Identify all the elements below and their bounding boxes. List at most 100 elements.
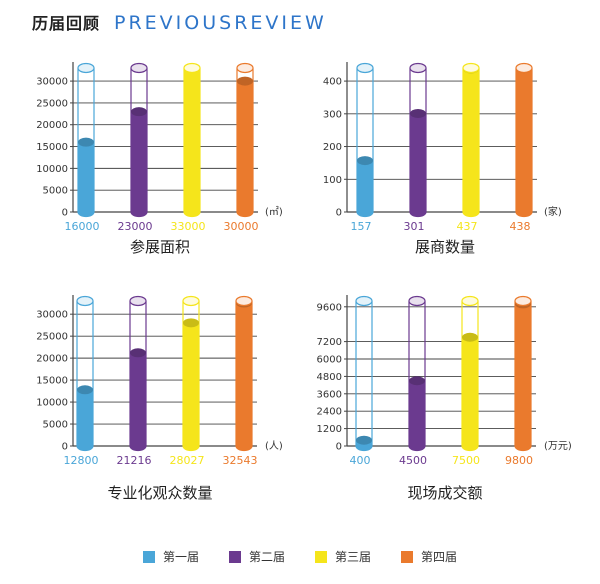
chart-3-ytick-label: 15000 [36, 376, 68, 387]
chart-4-bar-3 [462, 337, 478, 451]
chart-4-ytick-label: 0 [336, 442, 342, 453]
chart-4-ytick-label: 1200 [317, 424, 342, 435]
chart-3-ytick-label: 5000 [43, 420, 68, 431]
chart-2-tube-rim-3 [462, 62, 480, 74]
chart-2-ytick-label: 100 [323, 175, 342, 186]
legend-item-1: 第一届 [142, 548, 199, 565]
legend-label-2: 第二届 [248, 550, 285, 564]
chart-3-tube-rim-1 [76, 295, 94, 307]
chart-4-ytick-label: 6000 [317, 355, 342, 366]
chart-1-tube-rim-1 [77, 62, 95, 74]
chart-4-ytick-label: 2400 [317, 407, 342, 418]
legend-item-4: 第四届 [401, 548, 457, 565]
chart-1-value-label-1: 16000 [65, 220, 100, 233]
chart-3-ytick-label: 0 [62, 442, 68, 453]
chart-2-bar-cap-1 [357, 156, 373, 166]
chart-3-unit: (人) [265, 440, 283, 452]
chart-4-tube-rim-2 [408, 295, 426, 307]
chart-3-bar-3 [183, 322, 199, 451]
chart-2-title: 展商数量 [415, 238, 475, 256]
chart-4-tube-rim-1 [355, 295, 373, 307]
chart-3-ytick-label: 30000 [36, 310, 68, 321]
chart-2-value-label-2: 301 [404, 220, 425, 233]
chart-2-ytick-label: 200 [323, 142, 342, 153]
chart-2-bar-3 [463, 68, 479, 217]
chart-4-title: 现场成交额 [407, 484, 482, 502]
legend-label-4: 第四届 [421, 550, 458, 564]
page-header: 历届回顾 PREVIOUSREVIEW [32, 10, 327, 40]
chart-3-value-label-2: 21216 [117, 454, 152, 467]
chart-1-tube-rim-2 [130, 62, 148, 74]
chart-2-bar-2 [410, 113, 426, 217]
chart-1-tube-rim-4 [236, 62, 254, 74]
chart-3-ytick-label: 10000 [36, 398, 68, 409]
chart-4-bar-cap-3 [462, 332, 478, 342]
chart-2-value-label-3: 437 [457, 220, 478, 233]
chart-1-ytick-label: 10000 [36, 164, 68, 175]
chart-4-tube-rim-3 [461, 295, 479, 307]
chart-1-ytick-label: 25000 [36, 98, 68, 109]
chart-1-tube-rim-3 [183, 62, 201, 74]
chart-4-ytick-label: 3600 [317, 389, 342, 400]
chart-4-value-label-1: 400 [350, 454, 371, 467]
chart-1-bar-cap-4 [237, 76, 253, 86]
chart-4-value-label-2: 4500 [399, 454, 427, 467]
chart-4-bar-cap-1 [356, 435, 372, 445]
chart-4-ytick-label: 7200 [317, 337, 342, 348]
legend-item-3: 第三届 [315, 548, 371, 565]
chart-4-unit: (万元) [544, 441, 572, 452]
chart-2-ytick-label: 400 [323, 77, 342, 88]
chart-1-value-label-4: 30000 [224, 220, 259, 233]
chart-3-value-label-3: 28027 [170, 454, 205, 467]
chart-1-unit: (㎡) [265, 206, 283, 218]
chart-1-ytick-label: 15000 [36, 142, 68, 153]
chart-4-bar-cap-2 [409, 376, 425, 386]
chart-1-bar-2 [131, 111, 147, 217]
chart-3-bar-cap-3 [183, 318, 199, 328]
chart-2-value-label-1: 157 [351, 220, 372, 233]
chart-3: 0 5000 10000 15000 20000 25000 30000 12800 21216… [36, 295, 283, 502]
chart-2-tube-rim-2 [409, 62, 427, 74]
chart-2-bar-cap-2 [410, 108, 426, 118]
chart-3-bar-2 [130, 352, 146, 451]
chart-4-value-label-3: 7500 [452, 454, 480, 467]
chart-4: 0 1200 2400 3600 4800 6000 7200 9600 400 4500 7500… [317, 295, 572, 502]
legend-swatch-4 [401, 550, 414, 563]
chart-1-value-label-2: 23000 [118, 220, 153, 233]
chart-1-value-label-3: 33000 [171, 220, 206, 233]
legend-swatch-2 [228, 550, 241, 563]
chart-4-bar-4 [515, 303, 531, 451]
chart-2-value-label-4: 438 [510, 220, 531, 233]
legend-label-3: 第三届 [335, 550, 372, 564]
chart-3-tube-rim-2 [129, 295, 147, 307]
chart-2-tube-rim-4 [515, 62, 533, 74]
chart-3-ytick-label: 25000 [36, 332, 68, 343]
chart-4-tube-1 [355, 301, 373, 452]
chart-1-ytick-label: 0 [62, 208, 68, 219]
chart-1-ytick-label: 20000 [36, 120, 68, 131]
chart-2-tube-rim-1 [356, 62, 374, 74]
chart-3-ytick-label: 20000 [36, 354, 68, 365]
chart-1-bar-1 [78, 142, 94, 217]
chart-3-tube-rim-4 [235, 295, 253, 307]
chart-1: 0 5000 10000 15000 20000 25000 30000 16000 23000… [36, 62, 283, 256]
legend-item-2: 第二届 [228, 548, 285, 565]
chart-3-title: 专业化观众数量 [107, 484, 212, 502]
chart-4-ytick-label: 9600 [317, 302, 342, 313]
chart-4-value-label-4: 9800 [505, 454, 533, 467]
page-title-en: PREVIOUSREVIEW [114, 12, 327, 34]
legend-swatch-1 [142, 550, 155, 563]
chart-2-bar-4 [516, 68, 532, 217]
chart-2-bar-1 [357, 160, 373, 217]
legend-swatch-3 [315, 550, 327, 563]
chart-3-bar-4 [236, 303, 252, 451]
chart-3-bar-cap-1 [77, 385, 93, 395]
chart-1-title: 参展面积 [130, 238, 190, 256]
chart-1-ytick-label: 30000 [36, 77, 68, 88]
chart-1-bar-3 [184, 68, 200, 217]
legend-label-1: 第一届 [162, 550, 199, 564]
chart-2: 0 100 200 300 400 157 301 437 438 (家) 展商数量 [323, 62, 562, 256]
chart-4-tube-rim-4 [514, 295, 532, 307]
chart-2-unit: (家) [544, 205, 562, 218]
